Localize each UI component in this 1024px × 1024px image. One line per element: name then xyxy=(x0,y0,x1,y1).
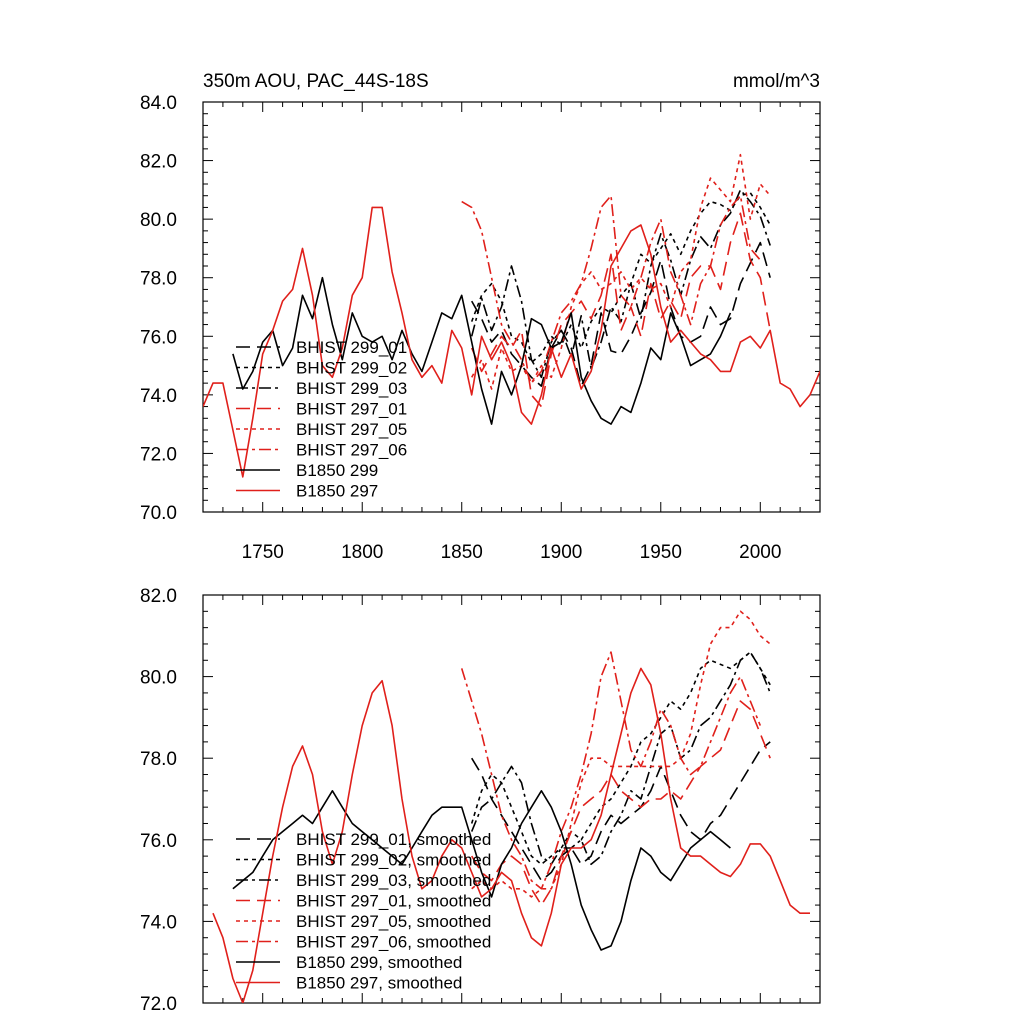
legend-label: BHIST 299_01 xyxy=(296,338,407,357)
series-line xyxy=(471,153,771,390)
legend-label: BHIST 297_05, smoothed xyxy=(296,912,491,931)
x-tick-label: 1750 xyxy=(242,542,284,563)
legend-label: BHIST 299_02 xyxy=(296,359,407,378)
series-line xyxy=(460,651,762,890)
x-tick-label: 1850 xyxy=(441,542,483,563)
series-line xyxy=(471,241,771,387)
series-line xyxy=(232,276,732,425)
series-line xyxy=(470,192,771,364)
x-tick-label: 2000 xyxy=(739,542,781,563)
series-line xyxy=(232,789,731,951)
x-tick-label: 1800 xyxy=(341,542,383,563)
legend-label: B1850 297 xyxy=(296,482,378,501)
legend-label: BHIST 297_06 xyxy=(296,441,407,460)
legend-label: BHIST 299_02, smoothed xyxy=(296,851,491,870)
y-tick-label: 76.0 xyxy=(140,831,177,852)
legend-label: BHIST 297_05 xyxy=(296,420,407,439)
series-line xyxy=(461,194,761,384)
y-tick-label: 82.0 xyxy=(140,152,177,173)
chart-title: 350m AOU, PAC_44S-18S xyxy=(203,71,429,92)
legend-label: BHIST 297_01, smoothed xyxy=(296,892,491,911)
legend-label: B1850 299, smoothed xyxy=(296,953,462,972)
y-tick-label: 78.0 xyxy=(140,749,177,770)
legend-label: BHIST 297_06, smoothed xyxy=(296,933,491,952)
chart-panel-bottom: 72.0 74.0 76.0 78.0 80.0 82.0 BHIST 299_01, sm… xyxy=(140,586,821,1015)
series-line xyxy=(203,206,820,478)
series-line xyxy=(470,212,771,408)
legend-label: B1850 299 xyxy=(296,461,378,480)
y-tick-label: 82.0 xyxy=(140,586,177,607)
plot-frame xyxy=(202,101,821,513)
series-line xyxy=(471,700,771,906)
x-tick-label: 1900 xyxy=(540,542,582,563)
series-line xyxy=(471,610,771,898)
legend-label: BHIST 297_01 xyxy=(296,400,407,419)
series-line xyxy=(470,189,771,379)
y-tick-label: 74.0 xyxy=(140,386,177,407)
x-tick-label: 1950 xyxy=(640,542,682,563)
plot-frame xyxy=(202,594,821,1004)
series-line xyxy=(470,651,771,866)
y-tick-label: 80.0 xyxy=(140,210,177,231)
chart-units: mmol/m^3 xyxy=(733,71,820,92)
y-tick-label: 76.0 xyxy=(140,327,177,348)
y-tick-label: 80.0 xyxy=(140,668,177,689)
legend-label: B1850 297, smoothed xyxy=(296,974,462,993)
legend-label: BHIST 299_03 xyxy=(296,379,407,398)
chart-panel-top: 350m AOU, PAC_44S-18S mmol/m^3 1750 1800 1… xyxy=(140,71,821,563)
y-tick-label: 74.0 xyxy=(140,912,177,933)
legend-label: BHIST 299_01, smoothed xyxy=(296,830,491,849)
series-line xyxy=(471,741,771,882)
y-tick-label: 84.0 xyxy=(140,93,177,114)
series-line xyxy=(470,651,771,866)
legend-label: BHIST 299_03, smoothed xyxy=(296,871,491,890)
y-tick-label: 70.0 xyxy=(140,503,177,524)
y-tick-label: 78.0 xyxy=(140,269,177,290)
y-tick-label: 72.0 xyxy=(140,994,177,1015)
y-tick-label: 72.0 xyxy=(140,444,177,465)
series-line xyxy=(212,667,810,1003)
